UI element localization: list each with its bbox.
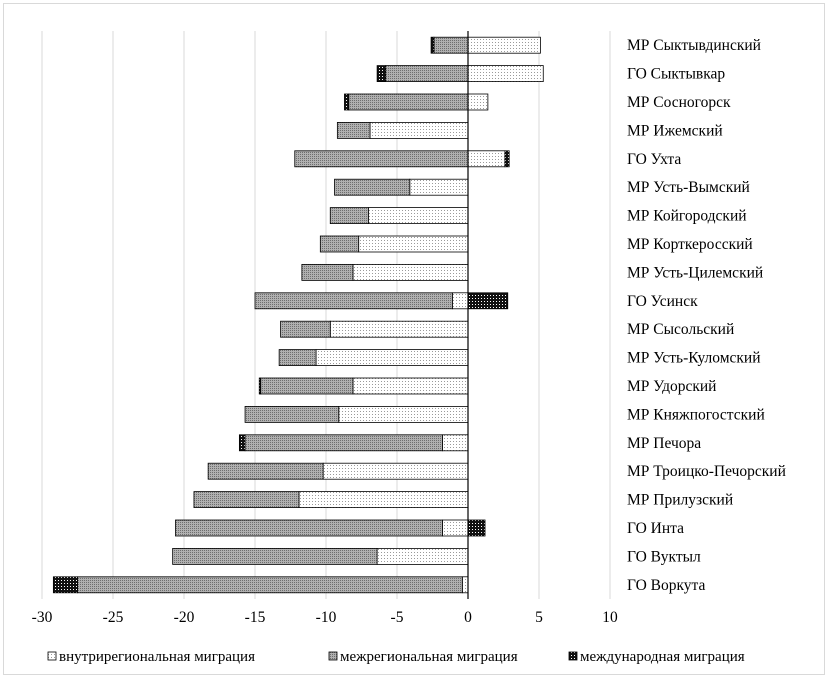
bar-international [467,292,509,310]
category-label: ГО Инта [627,520,684,537]
bar-intraregional [442,519,469,537]
category-label: ГО Вуктыл [627,548,701,565]
bar-intraregional [467,150,506,168]
x-tick-label: -30 [32,609,53,626]
bar-intraregional [368,207,469,225]
legend-label: внутрирегиональная миграция [59,649,255,665]
bar-international [52,576,78,594]
bars [52,36,544,594]
bar-international [504,150,510,168]
bar-interregional [336,122,371,139]
category-label: МР Прилузский [627,492,733,509]
category-label: МР Усть-Цилемский [627,264,763,281]
x-tick-label: -20 [174,609,195,626]
bar-intraregional [467,65,544,82]
bar-interregional [175,519,443,537]
legend-label: международная миграция [580,649,745,665]
bar-intraregional [442,434,469,452]
bar-interregional [294,150,469,168]
legend-label: межрегиональная миграция [340,649,518,665]
legend-swatch [568,651,578,661]
x-tick-label: 0 [464,609,472,626]
bar-intraregional [467,36,541,54]
category-label: МР Койгородский [627,208,747,225]
category-label: МР Усть-Вымский [627,179,750,196]
category-label: ГО Воркута [627,577,706,594]
category-label: МР Сосногорск [627,94,731,111]
bar-intraregional [352,377,469,395]
x-tick-label: -25 [103,609,124,626]
bar-intraregional [369,122,469,139]
bar-intraregional [338,405,469,423]
x-tick-labels: -30 -25 -20 -15 -10 -5 0 5 10 [32,609,618,626]
category-label: МР Усть-Куломский [627,350,761,367]
bar-interregional [385,65,469,82]
bar-interregional [77,576,463,594]
gridlines [41,31,611,599]
bar-interregional [348,93,469,111]
bar-interregional [193,491,300,509]
category-labels: МР Сыктывдинский ГО Сыктывкар МР Сосногорс… [627,37,786,594]
bar-international [344,93,350,111]
bar-interregional [254,292,453,310]
bar-international [258,377,262,395]
x-tick-label: 5 [535,609,543,626]
bar-interregional [172,548,378,565]
x-tick-label: -15 [245,609,266,626]
bar-interregional [319,235,360,253]
category-label: ГО Сыктывкар [627,66,725,83]
x-tick-label: -5 [391,609,404,626]
category-label: МР Сыктывдинский [627,37,761,54]
bar-intraregional [451,292,469,310]
category-label: МР Печора [627,435,701,452]
category-label: ГО Усинск [627,293,698,310]
bar-interregional [278,349,317,367]
chart-frame [3,3,825,675]
bar-intraregional [461,576,469,594]
bar-international [238,434,246,452]
bar-interregional [334,178,411,196]
bar-international [467,519,486,537]
bar-intraregional [329,320,469,338]
bar-interregional [244,434,443,452]
legend-swatch [328,651,338,661]
bar-interregional [301,263,354,281]
bar-intraregional [322,462,469,480]
x-tick-label: -10 [316,609,337,626]
bar-intraregional [315,349,469,367]
bar-intraregional [358,235,469,253]
legend-swatch [47,651,57,661]
category-label: МР Корткеросский [627,236,753,253]
bar-intraregional [467,93,489,111]
category-label: МР Княжпогостский [627,406,765,423]
bar-interregional [280,320,331,338]
category-label: МР Ижемский [627,122,723,139]
x-tick-label: 10 [602,609,618,626]
bar-intraregional [352,263,469,281]
bar-interregional [329,207,370,225]
bar-intraregional [409,178,469,196]
bar-intraregional [298,491,469,509]
legend: внутрирегиональная миграция межрегиональн… [47,649,745,665]
bar-international [376,65,387,82]
bar-interregional [260,377,354,395]
bar-international [430,36,435,54]
category-label: МР Сысольский [627,321,734,338]
category-label: МР Удорский [627,378,716,395]
bar-interregional [207,462,324,480]
category-label: МР Троицко-Печорский [627,463,786,480]
bar-interregional [244,405,340,423]
bar-interregional [433,36,469,54]
category-label: ГО Ухта [627,151,681,168]
bar-intraregional [376,548,469,565]
